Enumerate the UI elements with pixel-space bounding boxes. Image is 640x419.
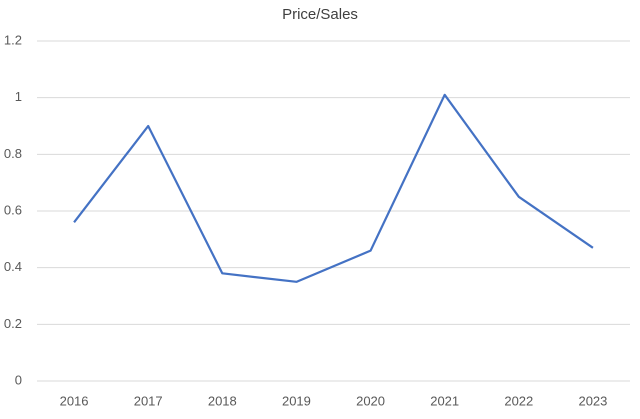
x-tick-label: 2018: [208, 393, 237, 408]
y-tick-label: 0.2: [4, 316, 22, 331]
x-tick-label: 2021: [430, 393, 459, 408]
y-tick-label: 0: [15, 372, 22, 387]
y-tick-label: 0.8: [4, 146, 22, 161]
y-tick-label: 1.2: [4, 32, 22, 47]
y-tick-label: 1: [15, 89, 22, 104]
x-tick-label: 2022: [504, 393, 533, 408]
y-tick-label: 0.4: [4, 259, 22, 274]
x-tick-label: 2023: [578, 393, 607, 408]
x-tick-label: 2017: [134, 393, 163, 408]
y-tick-label: 0.6: [4, 202, 22, 217]
x-tick-label: 2016: [60, 393, 89, 408]
chart-title: Price/Sales: [282, 6, 358, 23]
data-line: [73, 93, 594, 283]
x-tick-label: 2020: [356, 393, 385, 408]
x-tick-label: 2019: [282, 393, 311, 408]
